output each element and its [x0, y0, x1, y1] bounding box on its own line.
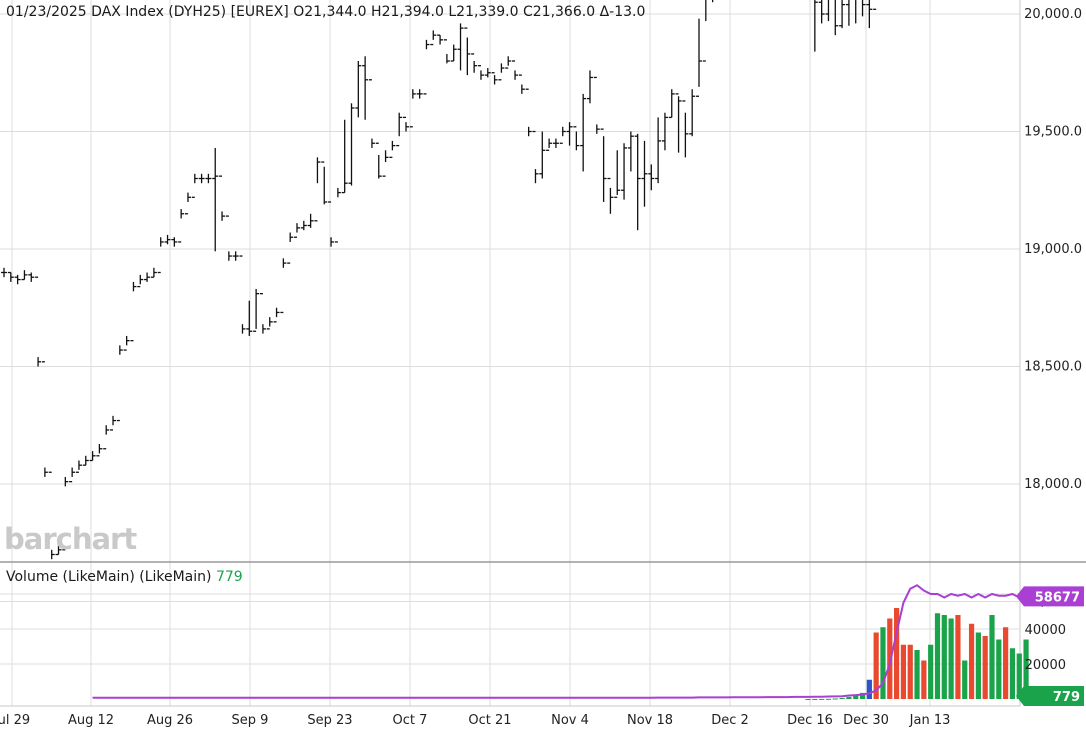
volume-bar — [921, 660, 927, 699]
volume-bar — [962, 660, 968, 699]
volume-bar — [934, 613, 941, 699]
price-tick-label: 20,000.0 — [1024, 7, 1082, 22]
date-tick-label: Oct 7 — [393, 713, 428, 728]
volume-bar — [894, 608, 900, 699]
date-tick-label: Dec 16 — [787, 713, 833, 728]
volume-bar — [1003, 627, 1009, 699]
volume-bar — [1016, 653, 1022, 699]
volume-bar — [907, 644, 913, 699]
volume-bar — [853, 694, 859, 699]
volume-bar — [880, 627, 886, 699]
volume-bars — [805, 608, 1036, 700]
header-low: L21,339.0 — [448, 4, 519, 20]
barchart-logo: barchart — [4, 522, 137, 556]
price-tick-label: 19,000.0 — [1024, 242, 1082, 257]
volume-bar — [914, 650, 920, 699]
volume-bar — [873, 632, 879, 699]
header-high: H21,394.0 — [371, 4, 444, 20]
date-tick-label: Dec 30 — [843, 713, 889, 728]
volume-bar — [941, 615, 947, 699]
volume-bar — [982, 636, 988, 699]
date-tick-label: Oct 21 — [468, 713, 511, 728]
date-tick-label: Sep 9 — [232, 713, 269, 728]
date-tick-label: Jan 13 — [909, 713, 951, 728]
date-tick-label: Aug 12 — [68, 713, 114, 728]
volume-avg-badge-shape — [1016, 586, 1084, 607]
volume-bar — [839, 697, 845, 699]
volume-bar — [805, 698, 811, 700]
volume-bar — [928, 644, 934, 699]
date-tick-label: Sep 23 — [307, 713, 352, 728]
header-instrument: DAX Index (DYH25) [EUREX] — [91, 4, 289, 20]
volume-bar — [1009, 648, 1016, 699]
volume-bar — [819, 698, 825, 700]
last-volume-badge-shape — [1016, 686, 1084, 706]
volume-bar — [900, 644, 907, 699]
ohlc-header: 01/23/2025 DAX Index (DYH25) [EUREX] O21… — [6, 4, 645, 20]
volume-bar — [948, 618, 954, 699]
volume-header: Volume (LikeMain) (LikeMain) 779 — [6, 569, 243, 585]
header-change: Δ-13.0 — [599, 4, 646, 20]
volume-avg-badge: 58677 — [1016, 586, 1084, 607]
header-close: C21,366.0 — [522, 4, 596, 20]
volume-bar — [859, 692, 866, 699]
date-tick-label: Jul 29 — [0, 713, 30, 728]
volume-average-polyline — [92, 584, 1074, 699]
date-tick-label: Dec 2 — [711, 713, 749, 728]
volume-bar — [825, 698, 832, 700]
date-tick-label: Aug 26 — [147, 713, 193, 728]
date-tick-label: Nov 4 — [551, 713, 589, 728]
volume-bar — [846, 696, 852, 699]
volume-bar — [887, 618, 893, 699]
price-bars — [1, 0, 877, 560]
date-tick-label: Nov 18 — [627, 713, 673, 728]
volume-tick-label: 20000 — [1025, 658, 1066, 673]
volume-bar — [996, 639, 1002, 699]
header-date: 01/23/2025 — [6, 4, 87, 20]
volume-value: 779 — [215, 569, 243, 585]
volume-bar — [1023, 639, 1029, 699]
volume-bar — [832, 698, 838, 700]
volume-bar — [812, 698, 818, 700]
price-tick-label: 18,500.0 — [1024, 360, 1082, 375]
volume-tick-label: 40000 — [1025, 623, 1066, 638]
header-open: O21,344.0 — [293, 4, 367, 20]
grid-lines — [0, 0, 1086, 707]
price-tick-label: 19,500.0 — [1024, 125, 1082, 140]
volume-average-line — [92, 584, 1074, 699]
volume-avg-badge-text: 58677 — [1035, 590, 1080, 605]
volume-bar — [989, 615, 995, 699]
volume-bar — [968, 623, 975, 699]
price-tick-label: 18,000.0 — [1024, 477, 1082, 492]
last-volume-badge-text: 779 — [1053, 690, 1080, 705]
volume-bar — [955, 615, 961, 699]
volume-bar — [866, 679, 872, 699]
volume-label: Volume (LikeMain) (LikeMain) — [6, 569, 212, 585]
volume-bar — [975, 632, 981, 699]
last-volume-badge: 779 — [1016, 686, 1084, 706]
